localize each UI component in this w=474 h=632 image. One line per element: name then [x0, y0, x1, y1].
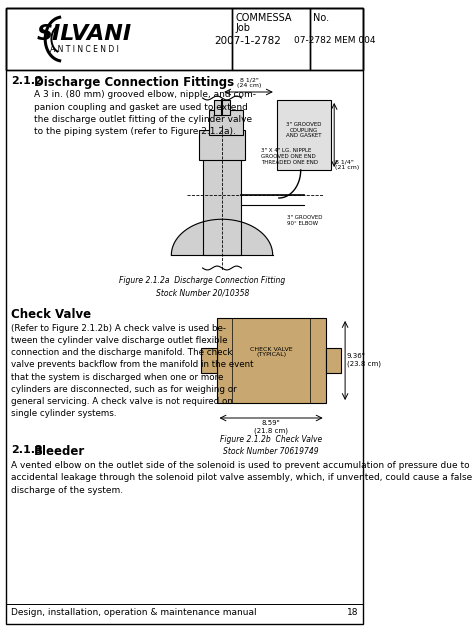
Bar: [201, 348, 217, 373]
Bar: [6, 8, 232, 70]
Text: 18: 18: [347, 608, 358, 617]
Text: (Refer to Figure 2.1.2b) A check valve is used be-
tween the cylinder valve disc: (Refer to Figure 2.1.2b) A check valve i…: [11, 324, 254, 418]
Text: SILVANI: SILVANI: [36, 24, 132, 44]
Bar: [209, 110, 243, 135]
Text: 2007-1-2782: 2007-1-2782: [214, 36, 281, 46]
Bar: [217, 318, 326, 403]
Text: 07-2782 MEM 004: 07-2782 MEM 004: [294, 36, 376, 45]
Text: 9.36"
(23.8 cm): 9.36" (23.8 cm): [346, 353, 381, 367]
Text: Job: Job: [235, 23, 250, 33]
Polygon shape: [172, 219, 273, 255]
Text: 2.1.2: 2.1.2: [11, 76, 43, 86]
Text: No.: No.: [313, 13, 329, 23]
Bar: [276, 100, 331, 170]
Text: 3" GROOVED
90° ELBOW: 3" GROOVED 90° ELBOW: [287, 215, 322, 226]
Text: Bleeder: Bleeder: [34, 445, 85, 458]
Text: 8.59"
(21.8 cm): 8.59" (21.8 cm): [254, 420, 288, 434]
Text: 3" X 4" LG. NIPPLE
GROOVED ONE END
THREADED ONE END: 3" X 4" LG. NIPPLE GROOVED ONE END THREA…: [261, 148, 318, 164]
Bar: [232, 8, 310, 70]
Text: Discharge Connection Fittings: Discharge Connection Fittings: [34, 76, 235, 89]
Bar: [326, 348, 341, 373]
Text: 3" GROOVED
COUPLING
AND GASKET: 3" GROOVED COUPLING AND GASKET: [286, 122, 321, 138]
Bar: [214, 100, 230, 115]
Text: A vented elbow on the outlet side of the solenoid is used to prevent accumulatio: A vented elbow on the outlet side of the…: [11, 461, 472, 495]
Text: Design, installation, operation & maintenance manual: Design, installation, operation & mainte…: [11, 608, 256, 617]
Text: 2.1.3: 2.1.3: [11, 445, 43, 455]
Text: A N T I N C E N D I: A N T I N C E N D I: [50, 46, 118, 54]
Text: COMMESSA: COMMESSA: [235, 13, 292, 23]
Text: CHECK VALVE
(TYPICAL): CHECK VALVE (TYPICAL): [250, 346, 292, 358]
Bar: [6, 8, 363, 70]
Text: 8 1/4"
(21 cm): 8 1/4" (21 cm): [335, 160, 359, 171]
Text: Figure 2.1.2a  Discharge Connection Fitting
Stock Number 20/10358: Figure 2.1.2a Discharge Connection Fitti…: [119, 276, 286, 298]
Bar: [199, 130, 246, 160]
Text: 8 1/2"
(24 cm): 8 1/2" (24 cm): [237, 77, 262, 88]
Text: A 3 in. (80 mm) grooved elbow, nipple, and com-
panion coupling and gasket are u: A 3 in. (80 mm) grooved elbow, nipple, a…: [34, 90, 256, 137]
Bar: [202, 155, 241, 255]
Text: Figure 2.1.2b  Check Valve
Stock Number 70619749: Figure 2.1.2b Check Valve Stock Number 7…: [220, 435, 322, 456]
Bar: [310, 8, 363, 70]
Text: Check Valve: Check Valve: [11, 308, 91, 321]
